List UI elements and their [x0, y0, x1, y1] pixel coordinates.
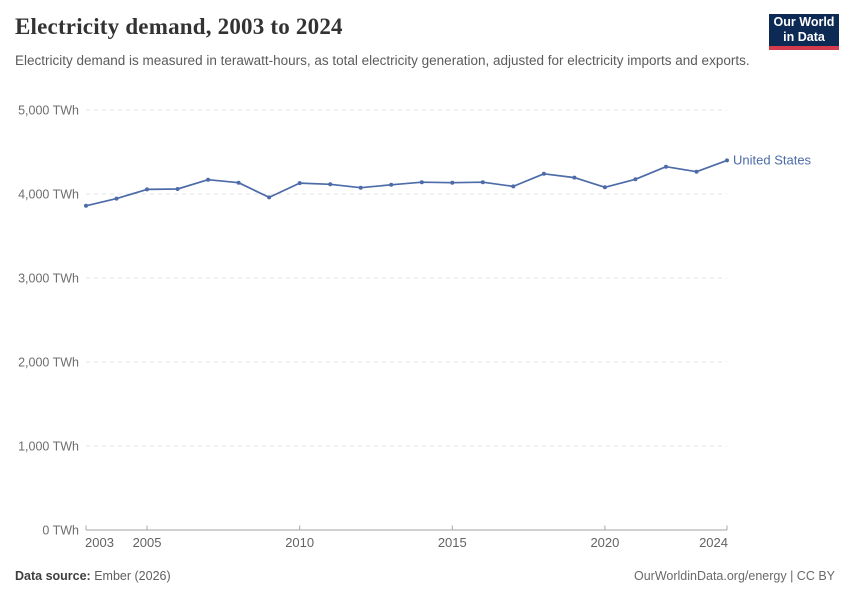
x-axis-label: 2020 — [590, 535, 619, 550]
data-point — [206, 177, 211, 182]
y-axis-label: 1,000 TWh — [18, 440, 79, 454]
data-point — [725, 158, 729, 163]
x-axis-label: 2003 — [85, 535, 114, 550]
data-point — [145, 187, 149, 192]
data-source-label: Data source: — [15, 569, 91, 583]
data-point — [633, 177, 638, 182]
data-point — [389, 182, 394, 187]
x-axis-label: 2015 — [438, 535, 467, 550]
data-point — [297, 181, 302, 186]
data-point — [450, 180, 455, 185]
data-source-note: Data source: Ember (2026) — [15, 569, 171, 583]
data-point — [419, 180, 424, 185]
data-point — [541, 171, 546, 176]
data-point — [358, 185, 363, 190]
data-source-value: Ember (2026) — [94, 569, 171, 583]
owid-logo-line2: in Data — [783, 30, 825, 44]
line-chart: 0 TWh 1,000 TWh 2,000 TWh 3,000 TWh 4,000 TW… — [18, 104, 812, 551]
data-series-line — [85, 159, 728, 207]
y-axis-label: 2,000 TWh — [18, 356, 79, 370]
data-point — [175, 187, 180, 191]
data-point — [694, 169, 699, 174]
data-point — [267, 195, 272, 200]
data-point — [664, 164, 668, 169]
y-axis-label: 0 TWh — [42, 524, 79, 538]
x-axis-label: 2005 — [133, 535, 162, 550]
data-point — [572, 175, 577, 180]
data-point — [602, 185, 607, 190]
series-label: United States — [733, 152, 812, 167]
data-point — [480, 180, 485, 185]
x-axis-label: 2010 — [285, 535, 314, 550]
license-credit: OurWorldinData.org/energy | CC BY — [633, 569, 835, 583]
owid-logo: Our World in Data — [769, 14, 839, 50]
x-axis-label: 2024 — [699, 535, 728, 550]
data-point — [84, 203, 88, 208]
y-axis-label: 3,000 TWh — [18, 272, 79, 286]
y-axis-label: 5,000 TWh — [18, 104, 79, 118]
owid-logo-line1: Our World — [773, 15, 835, 29]
data-point — [236, 180, 241, 185]
chart-title: Electricity demand, 2003 to 2024 — [15, 14, 343, 39]
data-point — [511, 184, 516, 189]
y-axis-label: 4,000 TWh — [18, 188, 79, 202]
data-point — [328, 182, 333, 187]
chart-subtitle: Electricity demand is measured in terawa… — [15, 53, 750, 68]
data-point — [114, 196, 119, 201]
